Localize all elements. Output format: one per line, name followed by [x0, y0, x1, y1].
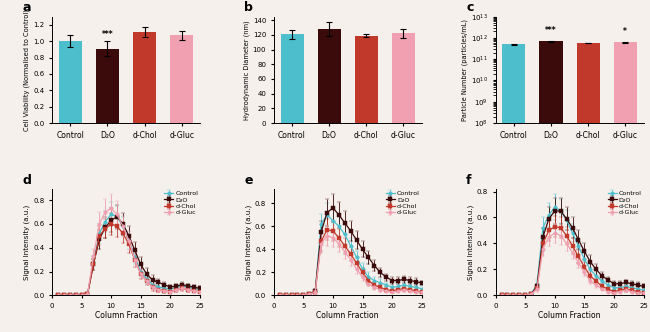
X-axis label: Column Fraction: Column Fraction — [317, 310, 379, 319]
Text: d: d — [22, 174, 31, 187]
X-axis label: Column Fraction: Column Fraction — [538, 310, 601, 319]
Bar — [281, 34, 304, 123]
Y-axis label: Signal Intensity (a.u.): Signal Intensity (a.u.) — [467, 205, 474, 280]
Y-axis label: Particle Number (particles/mL): Particle Number (particles/mL) — [462, 19, 468, 121]
Y-axis label: Signal Intensity (a.u.): Signal Intensity (a.u.) — [24, 205, 31, 280]
Bar — [355, 36, 378, 123]
Y-axis label: Hydrodynamic Diameter (nm): Hydrodynamic Diameter (nm) — [243, 20, 250, 120]
Legend: Control, D₂O, d-Chol, d-Gluc: Control, D₂O, d-Chol, d-Gluc — [163, 190, 199, 216]
Text: *: * — [623, 27, 627, 36]
Text: ***: *** — [101, 30, 113, 39]
Y-axis label: Cell Viability (Normalised to Control): Cell Viability (Normalised to Control) — [24, 9, 31, 131]
Bar — [502, 44, 525, 332]
Text: a: a — [22, 1, 31, 14]
Bar — [133, 32, 156, 123]
X-axis label: Column Fraction: Column Fraction — [95, 310, 157, 319]
Text: ***: *** — [545, 26, 557, 35]
Legend: Control, D₂O, d-Chol, d-Gluc: Control, D₂O, d-Chol, d-Gluc — [385, 190, 421, 216]
Legend: Control, D₂O, d-Chol, d-Gluc: Control, D₂O, d-Chol, d-Gluc — [607, 190, 642, 216]
Bar — [170, 36, 193, 123]
Text: b: b — [244, 1, 253, 14]
Bar — [96, 48, 119, 123]
Text: c: c — [466, 1, 473, 14]
Text: f: f — [466, 174, 471, 187]
Bar — [392, 34, 415, 123]
Bar — [577, 43, 600, 332]
Y-axis label: Signal Intensity (a.u.): Signal Intensity (a.u.) — [246, 205, 252, 280]
Bar — [540, 42, 562, 332]
Bar — [58, 41, 82, 123]
Bar — [614, 42, 637, 332]
Bar — [318, 29, 341, 123]
Text: e: e — [244, 174, 253, 187]
